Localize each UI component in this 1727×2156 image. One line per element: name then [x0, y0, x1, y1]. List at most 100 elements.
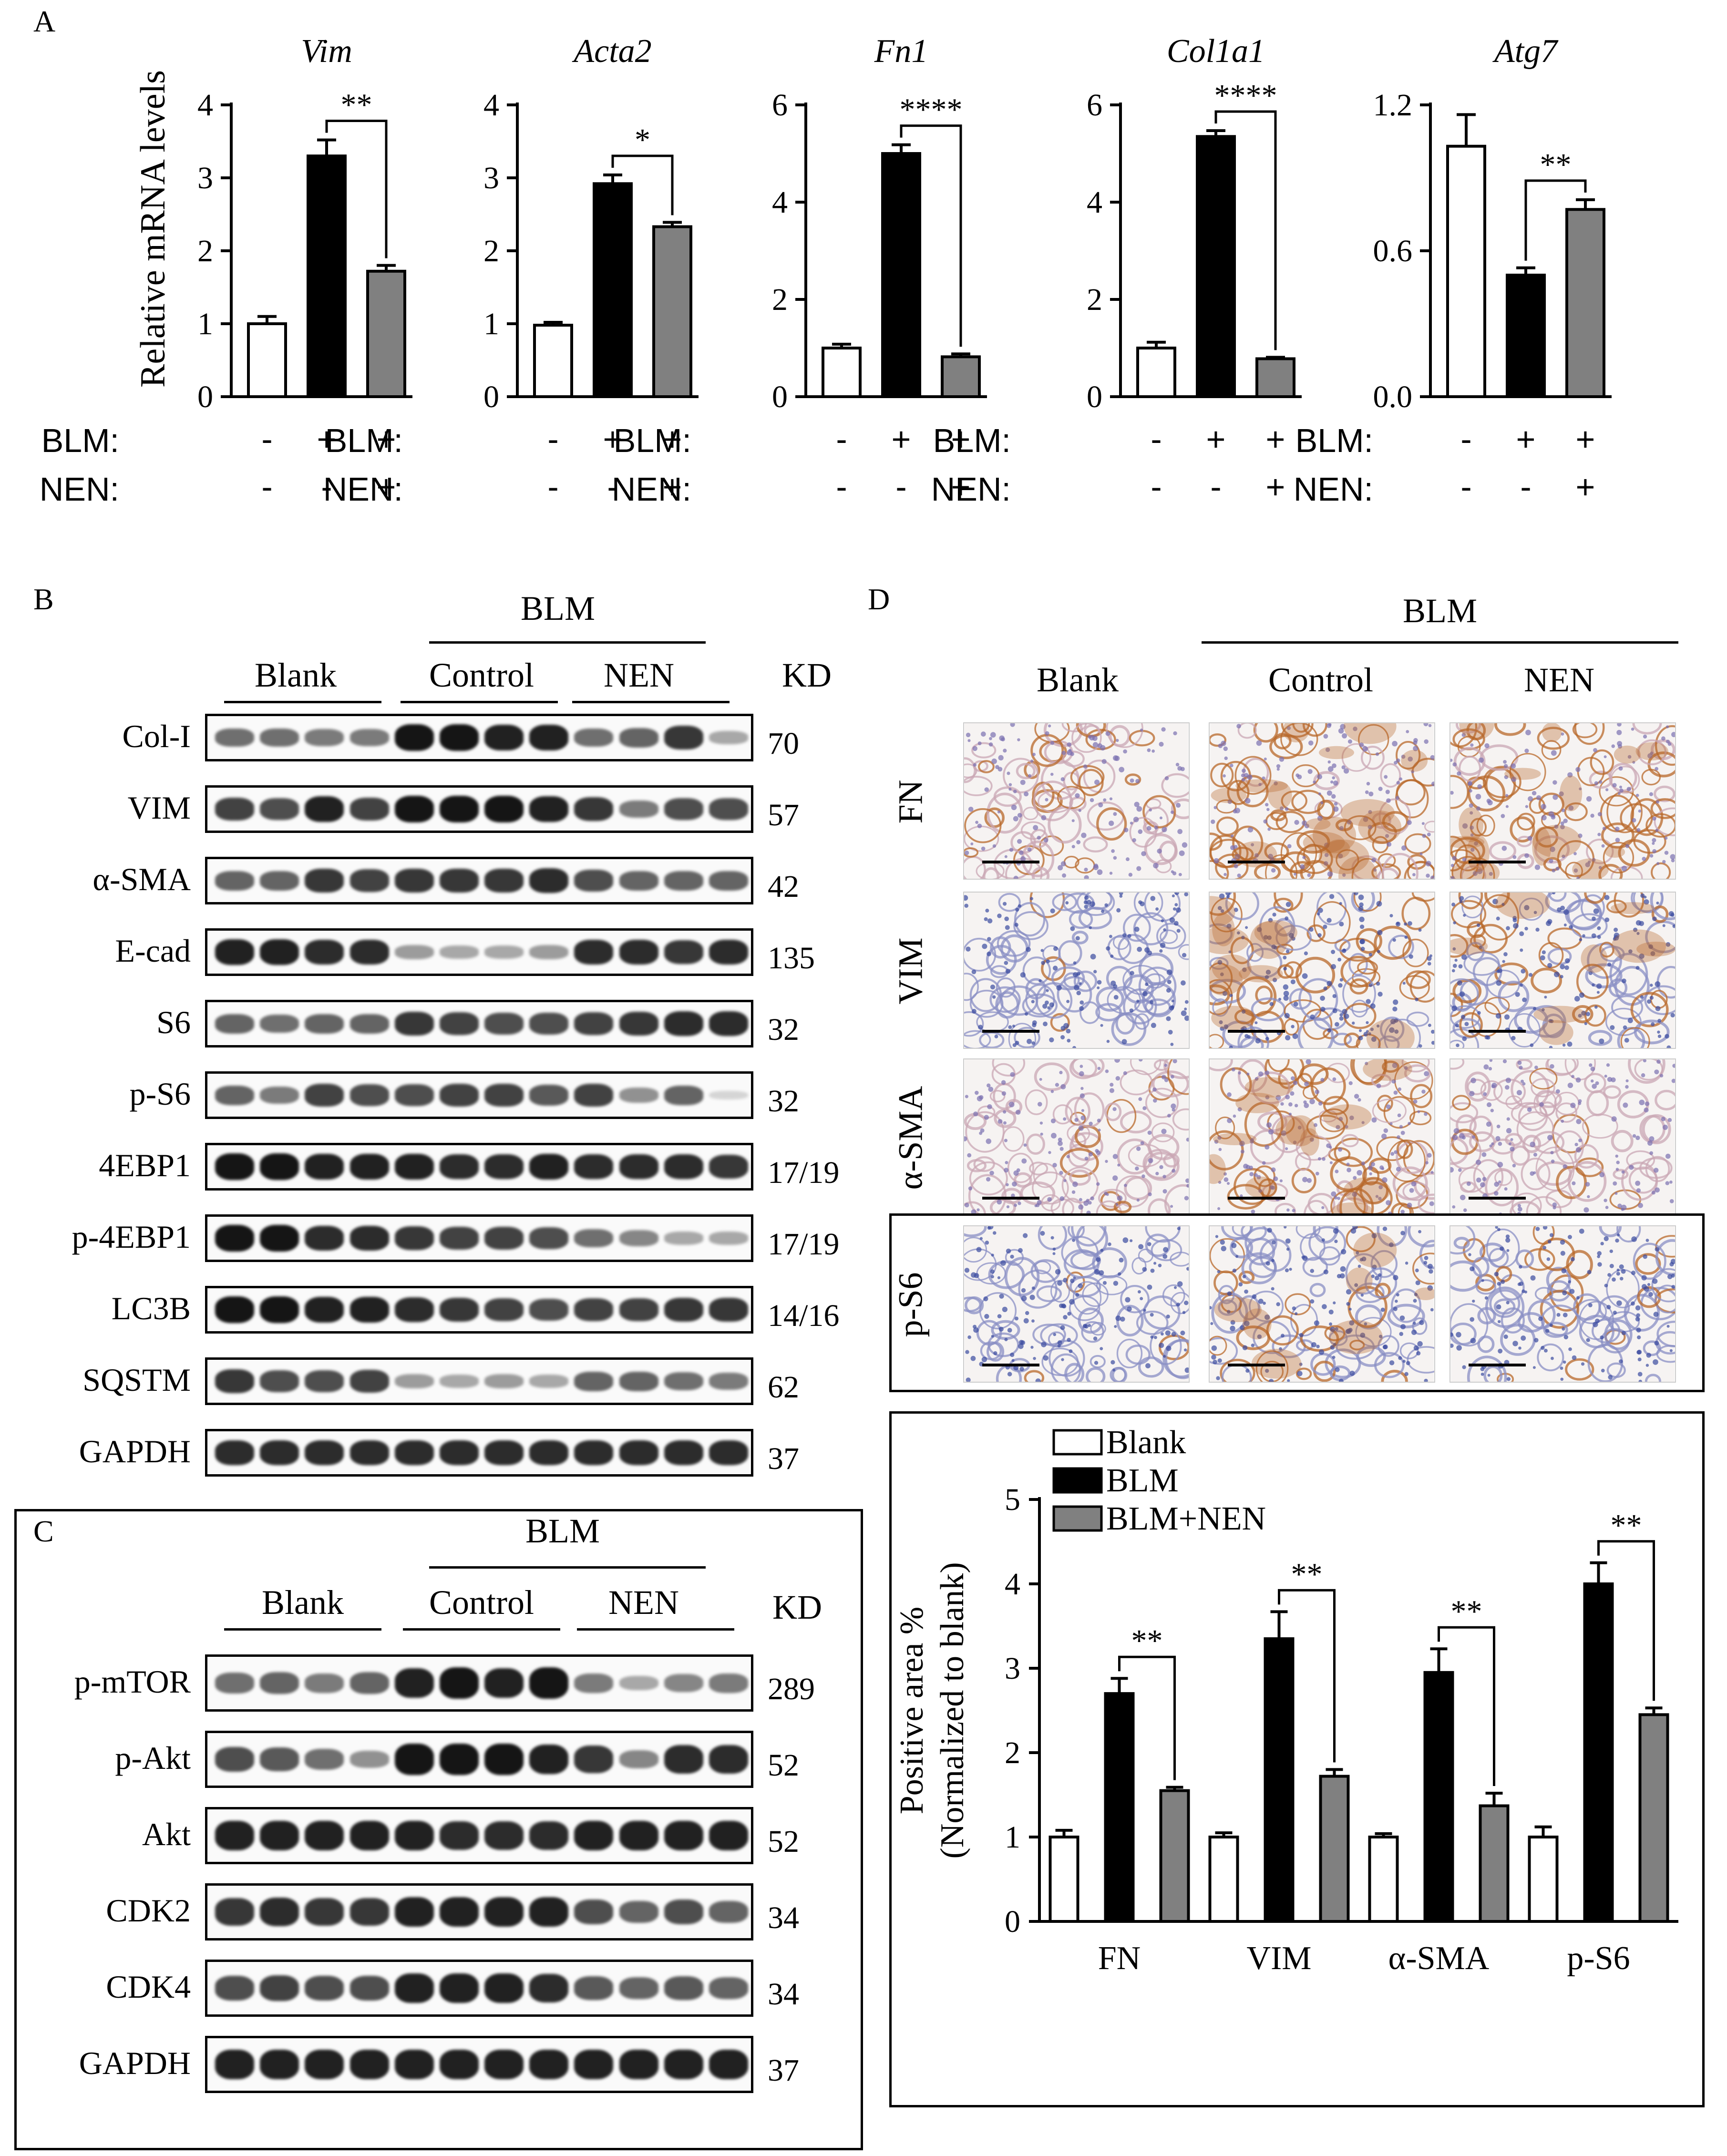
nucleus	[1550, 1064, 1554, 1069]
nucleus	[986, 1138, 992, 1144]
nucleus	[1519, 1281, 1523, 1286]
nucleus	[1000, 1260, 1006, 1266]
nucleus	[1331, 1191, 1336, 1197]
nucleus	[1116, 739, 1119, 742]
nucleus	[1527, 836, 1532, 841]
nucleus	[1476, 1177, 1481, 1183]
nucleus	[1372, 1264, 1377, 1270]
nucleus	[1400, 1324, 1406, 1330]
blot-strip	[205, 785, 753, 833]
nucleus	[1331, 950, 1336, 955]
nucleus	[1221, 1246, 1226, 1252]
alveolus	[1059, 1148, 1099, 1178]
nucleus	[1497, 1282, 1501, 1286]
nucleus	[1586, 1338, 1590, 1342]
nucleus	[1513, 923, 1519, 929]
alveolus	[1120, 1285, 1150, 1314]
alveolus	[964, 1226, 987, 1237]
nucleus	[1495, 1226, 1498, 1229]
nucleus	[1320, 1078, 1325, 1082]
alveolus	[1538, 1237, 1575, 1272]
scale-bar	[1228, 861, 1285, 863]
nucleus	[1267, 1228, 1272, 1233]
nucleus	[1059, 1303, 1064, 1308]
y-tick-label: 1.2	[1373, 88, 1413, 123]
nucleus	[1150, 1313, 1154, 1317]
nucleus	[1524, 926, 1528, 931]
alveolus	[1450, 849, 1479, 879]
alveolus	[1156, 923, 1186, 949]
alveolus	[1467, 1355, 1507, 1382]
alveolus	[1145, 1233, 1171, 1257]
nucleus	[1575, 1077, 1581, 1083]
nucleus	[1614, 826, 1620, 832]
nucleus	[1546, 1257, 1551, 1261]
blot-band	[664, 2049, 703, 2080]
alveolus	[1096, 1200, 1122, 1215]
nucleus	[1600, 1242, 1604, 1246]
alveolus	[1278, 1068, 1297, 1089]
blot-band	[529, 2049, 569, 2080]
nucleus	[1367, 824, 1372, 830]
nucleus	[1233, 1114, 1236, 1118]
alveolus	[1076, 893, 1115, 916]
nucleus	[1539, 1102, 1544, 1107]
nucleus	[993, 1351, 997, 1355]
blot-band	[574, 870, 614, 892]
blot-band	[529, 1013, 569, 1035]
nucleus	[1505, 1085, 1510, 1090]
nucleus	[1418, 1230, 1422, 1233]
nucleus	[1456, 1043, 1460, 1047]
alveolus	[1531, 967, 1563, 994]
alveolus	[1656, 1321, 1675, 1347]
nucleus	[1244, 1289, 1248, 1294]
nucleus	[1089, 1152, 1093, 1157]
nucleus	[1265, 969, 1271, 975]
nucleus	[1031, 1286, 1035, 1290]
alveolus	[1309, 1283, 1326, 1297]
nucleus	[1264, 935, 1268, 940]
nucleus	[1563, 1360, 1566, 1364]
alveolus	[964, 937, 997, 972]
nucleus	[1421, 1089, 1426, 1094]
alveolus	[1151, 1122, 1175, 1142]
nucleus	[1072, 1238, 1076, 1242]
alveolus	[1213, 1270, 1238, 1295]
nucleus	[1155, 907, 1159, 911]
stain-patch	[1306, 818, 1331, 830]
alveolus	[1633, 1242, 1666, 1280]
alveolus	[1576, 964, 1609, 999]
nucleus	[1662, 1124, 1668, 1130]
nucleus	[1453, 921, 1456, 924]
micrograph-texture	[1210, 893, 1434, 1048]
alveolus	[1356, 928, 1383, 954]
nucleus	[1408, 756, 1413, 762]
micrograph	[1449, 892, 1676, 1049]
panel-d-label: D	[868, 582, 890, 616]
alveolus	[1071, 723, 1102, 753]
nucleus	[1080, 1087, 1084, 1090]
alveolus	[1096, 1275, 1128, 1295]
blot-strip	[205, 1071, 753, 1119]
nucleus	[1329, 1146, 1332, 1149]
nucleus	[1071, 845, 1075, 849]
nucleus	[1317, 774, 1323, 780]
blm-sign: +	[663, 421, 682, 458]
nucleus	[1560, 1377, 1564, 1381]
nucleus	[1661, 736, 1665, 741]
nucleus	[1324, 852, 1329, 857]
nucleus	[973, 763, 977, 767]
micrograph-texture	[964, 1059, 1189, 1215]
nucleus	[1479, 946, 1482, 949]
nucleus	[1106, 1193, 1109, 1196]
nucleus	[1140, 729, 1143, 732]
nucleus	[1391, 1079, 1396, 1084]
alveolus	[1238, 1271, 1255, 1284]
nucleus	[1401, 754, 1406, 759]
y-tick-label: 2	[772, 282, 788, 317]
blot-band	[664, 1976, 703, 2000]
nucleus	[1052, 1252, 1056, 1255]
alveolus	[1306, 924, 1326, 942]
nucleus	[1137, 946, 1142, 952]
